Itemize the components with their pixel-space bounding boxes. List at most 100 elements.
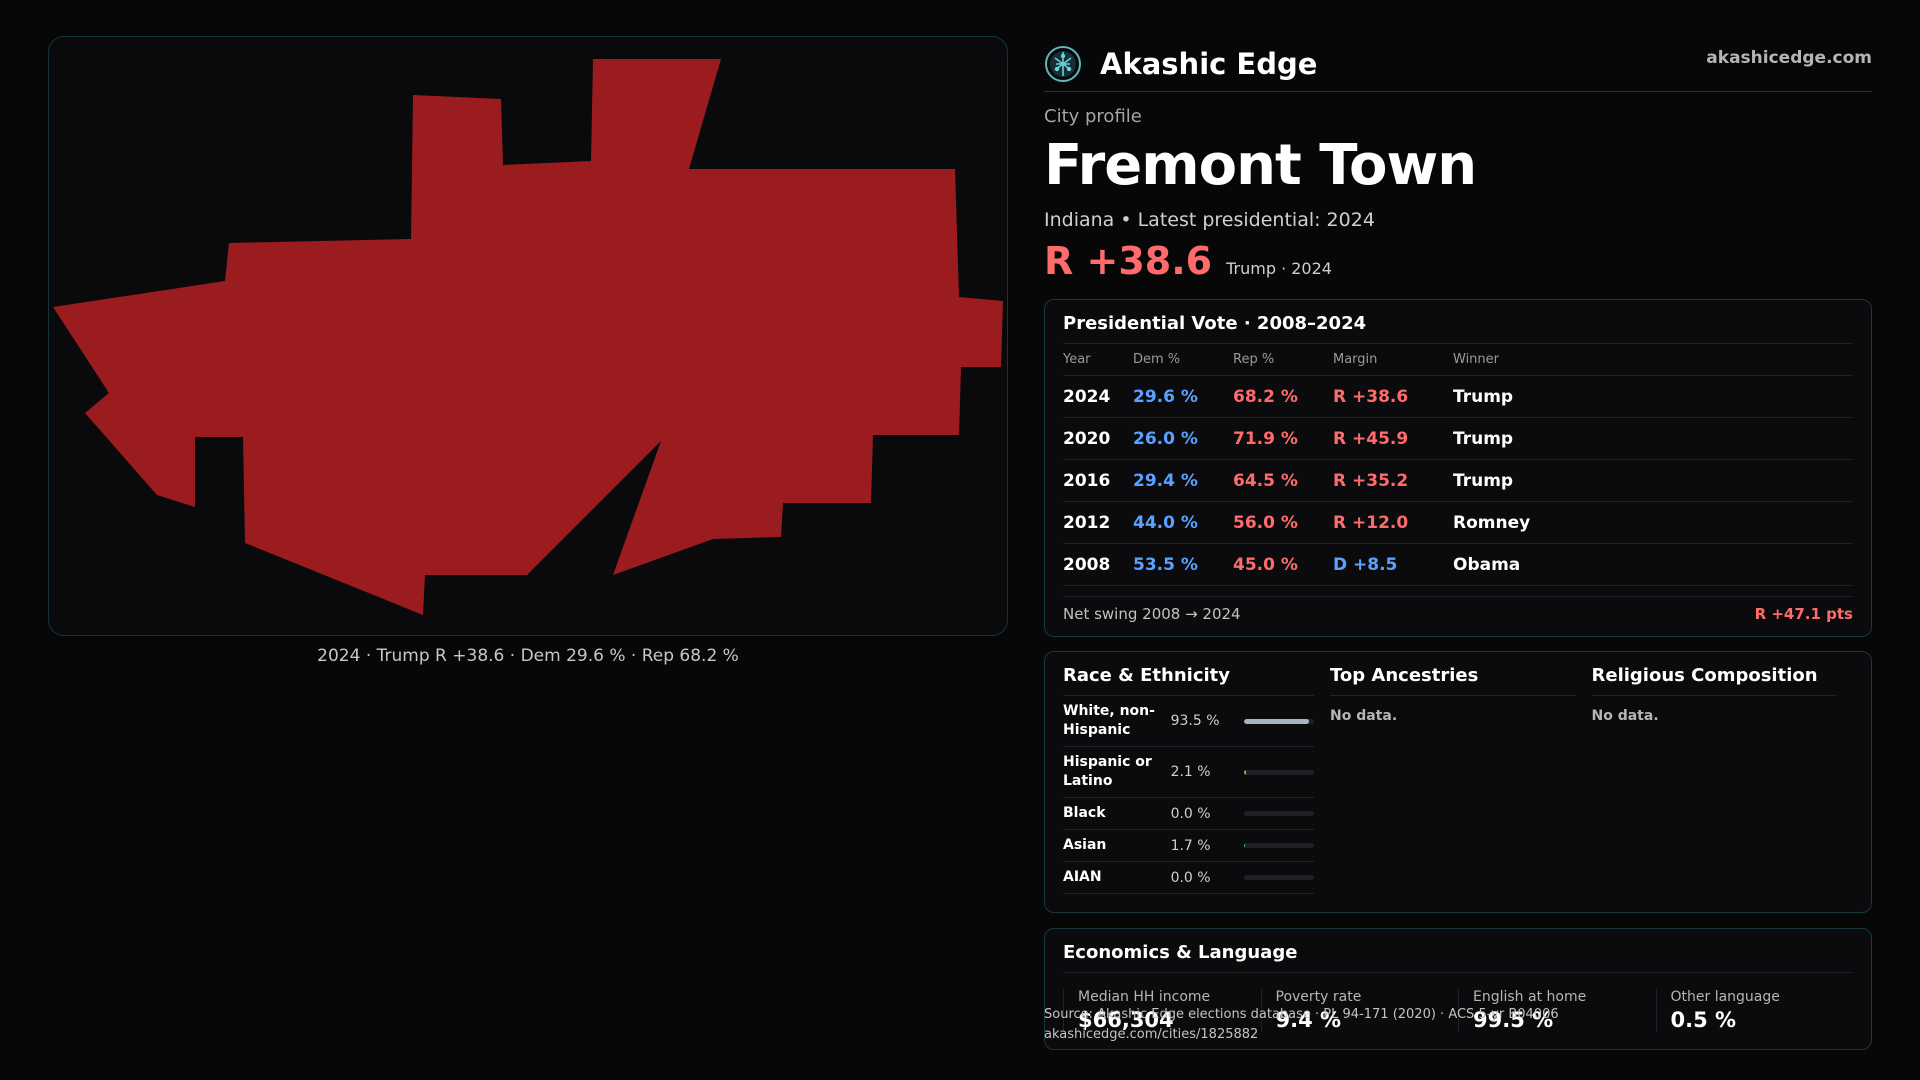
econ-value: 99.5 % bbox=[1473, 1008, 1554, 1032]
ancestries-title: Top Ancestries bbox=[1330, 665, 1576, 696]
race-label: Asian bbox=[1063, 837, 1107, 853]
race-pct: 0.0 % bbox=[1170, 869, 1211, 886]
page-subtitle: Indiana • Latest presidential: 2024 bbox=[1044, 209, 1375, 231]
source-url[interactable]: akashicedge.com/cities/1825882 bbox=[1044, 1027, 1259, 1042]
row-winner: Romney bbox=[1453, 512, 1531, 533]
econ-cell: Median HH income $66,304 bbox=[1063, 989, 1261, 1032]
table-row[interactable]: 2012 44.0 % 56.0 % R +12.0 Romney bbox=[1063, 502, 1853, 544]
row-winner: Obama bbox=[1453, 554, 1521, 575]
net-swing-row: Net swing 2008 → 2024 R +47.1 pts bbox=[1063, 596, 1853, 623]
race-title: Race & Ethnicity bbox=[1063, 665, 1314, 696]
race-pct: 0.0 % bbox=[1170, 805, 1211, 822]
race-label: AIAN bbox=[1063, 869, 1102, 885]
brand-name: Akashic Edge bbox=[1100, 46, 1318, 81]
map-panel bbox=[48, 36, 1008, 636]
page-kicker: City profile bbox=[1044, 106, 1142, 127]
econ-grid: Median HH income $66,304 Poverty rate 9.… bbox=[1063, 989, 1853, 1032]
race-bar bbox=[1244, 718, 1314, 724]
swing-value: R +47.1 pts bbox=[1754, 605, 1853, 623]
card-title: Economics & Language bbox=[1063, 942, 1853, 973]
row-rep: 71.9 % bbox=[1233, 428, 1298, 449]
card-title: Presidential Vote · 2008–2024 bbox=[1063, 313, 1853, 344]
row-rep: 64.5 % bbox=[1233, 470, 1298, 491]
row-year: 2012 bbox=[1063, 512, 1111, 533]
site-link[interactable]: akashicedge.com bbox=[1706, 48, 1872, 68]
ancestries-empty: No data. bbox=[1330, 708, 1398, 724]
demographics-card: Race & Ethnicity White, non-Hispanic 93.… bbox=[1044, 651, 1872, 913]
row-dem: 53.5 % bbox=[1133, 554, 1198, 575]
econ-value: $66,304 bbox=[1078, 1008, 1174, 1032]
map-caption: 2024 · Trump R +38.6 · Dem 29.6 % · Rep … bbox=[317, 646, 739, 666]
city-boundary-map bbox=[53, 59, 1003, 615]
row-rep: 45.0 % bbox=[1233, 554, 1298, 575]
table-row[interactable]: 2024 29.6 % 68.2 % R +38.6 Trump bbox=[1063, 376, 1853, 418]
row-margin: R +38.6 bbox=[1333, 386, 1409, 407]
row-dem: 44.0 % bbox=[1133, 512, 1198, 533]
econ-value: 9.4 % bbox=[1275, 1008, 1342, 1032]
margin-detail: Trump · 2024 bbox=[1226, 259, 1332, 278]
row-winner: Trump bbox=[1453, 386, 1514, 407]
econ-value: 0.5 % bbox=[1670, 1008, 1737, 1032]
row-rep: 68.2 % bbox=[1233, 386, 1298, 407]
econ-label: Median HH income bbox=[1078, 989, 1211, 1005]
source-footer: Source: Akashic Edge elections database … bbox=[1044, 1005, 1559, 1045]
row-winner: Trump bbox=[1453, 428, 1514, 449]
col-margin: Margin bbox=[1333, 352, 1378, 367]
race-bar-fill bbox=[1244, 718, 1310, 724]
race-bar-fill bbox=[1244, 843, 1246, 848]
table-row[interactable]: 2020 26.0 % 71.9 % R +45.9 Trump bbox=[1063, 418, 1853, 460]
econ-label: Poverty rate bbox=[1275, 989, 1362, 1005]
race-bar bbox=[1244, 875, 1314, 880]
table-row[interactable]: 2008 53.5 % 45.0 % D +8.5 Obama bbox=[1063, 544, 1853, 586]
row-margin: R +12.0 bbox=[1333, 512, 1409, 533]
race-bar-fill bbox=[1244, 769, 1246, 775]
race-pct: 1.7 % bbox=[1170, 837, 1211, 854]
col-winner: Winner bbox=[1453, 352, 1500, 367]
page-title: Fremont Town bbox=[1044, 133, 1477, 198]
race-pct: 93.5 % bbox=[1170, 713, 1220, 729]
table-header: Year Dem % Rep % Margin Winner bbox=[1063, 344, 1853, 376]
race-label: Black bbox=[1063, 805, 1106, 821]
row-dem: 29.6 % bbox=[1133, 386, 1198, 407]
race-row: Hispanic or Latino 2.1 % bbox=[1063, 747, 1314, 798]
presidential-vote-card: Presidential Vote · 2008–2024 Year Dem %… bbox=[1044, 299, 1872, 637]
margin-value: R +38.6 bbox=[1044, 239, 1213, 283]
religion-title: Religious Composition bbox=[1591, 665, 1837, 696]
row-margin: D +8.5 bbox=[1333, 554, 1398, 575]
race-row: Asian 1.7 % bbox=[1063, 830, 1314, 862]
row-margin: R +35.2 bbox=[1333, 470, 1409, 491]
col-rep: Rep % bbox=[1233, 352, 1275, 367]
race-bar bbox=[1244, 811, 1314, 816]
race-row: AIAN 0.0 % bbox=[1063, 862, 1314, 894]
race-bar bbox=[1244, 843, 1314, 848]
econ-cell: English at home 99.5 % bbox=[1458, 989, 1656, 1032]
row-year: 2020 bbox=[1063, 428, 1111, 449]
swing-label: Net swing 2008 → 2024 bbox=[1063, 605, 1241, 623]
race-pct: 2.1 % bbox=[1170, 764, 1211, 780]
headline-margin: R +38.6 Trump · 2024 bbox=[1044, 239, 1872, 283]
race-label: White, non-Hispanic bbox=[1063, 703, 1155, 738]
econ-cell: Poverty rate 9.4 % bbox=[1260, 989, 1459, 1032]
col-dem: Dem % bbox=[1133, 352, 1181, 367]
ancestries-column: Top Ancestries No data. bbox=[1330, 665, 1592, 912]
city-boundary-shape[interactable] bbox=[53, 59, 1003, 615]
econ-cell: Other language 0.5 % bbox=[1655, 989, 1854, 1032]
economics-card: Economics & Language Median HH income $6… bbox=[1044, 928, 1872, 1050]
row-margin: R +45.9 bbox=[1333, 428, 1409, 449]
religion-column: Religious Composition No data. bbox=[1591, 665, 1854, 912]
row-rep: 56.0 % bbox=[1233, 512, 1298, 533]
religion-empty: No data. bbox=[1591, 708, 1659, 724]
race-column: Race & Ethnicity White, non-Hispanic 93.… bbox=[1063, 665, 1330, 912]
profile-header: Akashic Edge akashicedge.com City profil… bbox=[1044, 36, 1872, 283]
col-year: Year bbox=[1063, 352, 1091, 367]
brand-bar: Akashic Edge akashicedge.com bbox=[1044, 36, 1872, 92]
source-text: Source: Akashic Edge elections database … bbox=[1044, 1007, 1559, 1022]
econ-label: Other language bbox=[1670, 989, 1780, 1005]
row-year: 2008 bbox=[1063, 554, 1111, 575]
row-year: 2024 bbox=[1063, 386, 1111, 407]
tree-of-life-icon bbox=[1045, 45, 1081, 82]
table-row[interactable]: 2016 29.4 % 64.5 % R +35.2 Trump bbox=[1063, 460, 1853, 502]
race-row: Black 0.0 % bbox=[1063, 798, 1314, 830]
row-dem: 26.0 % bbox=[1133, 428, 1198, 449]
econ-label: English at home bbox=[1473, 989, 1587, 1005]
